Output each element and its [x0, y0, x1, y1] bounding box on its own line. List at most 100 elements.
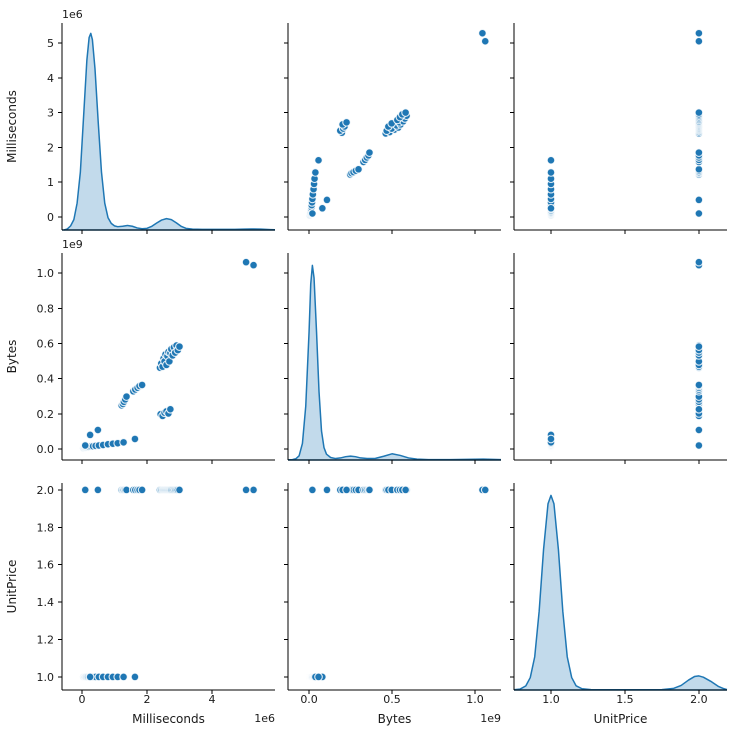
data-point — [119, 672, 128, 682]
data-point — [694, 404, 704, 414]
data-point — [137, 485, 147, 495]
scatter-panel-milliseconds-vs-bytes — [284, 23, 501, 234]
data-point — [694, 441, 704, 450]
y-tick-label: 1.6 — [37, 559, 55, 572]
x-offset-label: 1e9 — [480, 712, 501, 725]
data-point — [80, 441, 90, 450]
data-point — [694, 36, 704, 46]
data-point — [694, 342, 704, 351]
data-point — [546, 168, 556, 177]
kde-fill — [64, 33, 275, 230]
data-point — [166, 404, 175, 414]
data-point — [85, 672, 95, 682]
y-axis-label-milliseconds: Milliseconds — [5, 90, 19, 163]
y-offset-label: 1e6 — [62, 8, 83, 21]
x-axis-label-unitprice: UnitPrice — [594, 712, 648, 726]
data-point — [311, 168, 320, 177]
kde-panel-unitprice: 1.0 1.5 2.0 — [510, 483, 728, 706]
data-point — [694, 257, 704, 267]
data-point — [317, 203, 327, 213]
kde-curve — [513, 494, 728, 691]
x-tick-label: 1.5 — [616, 693, 634, 706]
x-axis-label-milliseconds: Milliseconds — [132, 712, 205, 726]
data-point — [694, 28, 704, 38]
kde-curve — [288, 264, 502, 461]
data-point — [122, 392, 131, 401]
x-tick-label: 1.0 — [466, 693, 484, 706]
data-point — [175, 342, 184, 351]
kde-panel-milliseconds: 0 1 2 3 4 5 — [47, 23, 276, 234]
x-offset-label: 1e6 — [254, 712, 275, 725]
data-point — [119, 437, 128, 447]
data-point — [80, 485, 90, 495]
x-tick-label: 0.0 — [300, 693, 318, 706]
y-tick-label: 1 — [47, 176, 54, 189]
x-tick-label: 2.0 — [690, 693, 708, 706]
data-point — [694, 108, 704, 117]
y-offset-label: 1e9 — [62, 238, 83, 251]
data-point — [365, 485, 374, 495]
y-axis-label-unitprice: UnitPrice — [5, 560, 19, 614]
data-point — [401, 485, 410, 495]
data-point — [694, 164, 704, 174]
y-tick-label: 0.2 — [37, 408, 55, 421]
data-point — [241, 485, 251, 495]
data-point — [401, 108, 410, 117]
data-point — [137, 380, 147, 390]
data-point — [354, 164, 363, 174]
data-point — [314, 155, 323, 165]
data-point — [480, 485, 490, 495]
y-tick-label: 1.8 — [37, 521, 55, 534]
y-tick-label: 1.2 — [37, 634, 55, 647]
data-point — [93, 485, 103, 495]
y-tick-label: 1.0 — [37, 267, 55, 280]
y-tick-label: 2.0 — [37, 484, 55, 497]
data-point — [342, 117, 351, 127]
x-tick-label: 4 — [208, 693, 215, 706]
data-point — [694, 195, 704, 205]
y-tick-label: 1.0 — [37, 671, 55, 684]
kde-fill — [288, 265, 501, 460]
x-axis-label-bytes: Bytes — [378, 712, 412, 726]
y-tick-label: 0.8 — [37, 302, 55, 315]
y-axis-label-bytes: Bytes — [5, 340, 19, 374]
y-tick-label: 2 — [47, 141, 54, 154]
data-point — [694, 148, 704, 157]
data-point — [694, 380, 704, 390]
data-point — [546, 203, 556, 213]
data-point — [694, 425, 704, 435]
data-point — [249, 260, 258, 270]
y-tick-label: 4 — [47, 72, 54, 85]
data-point — [694, 209, 704, 218]
data-point — [130, 434, 140, 444]
data-point — [342, 485, 351, 495]
data-point — [130, 672, 140, 682]
data-point — [546, 155, 556, 165]
scatter-panel-bytes-vs-unitprice — [510, 253, 727, 464]
data-point — [365, 148, 374, 157]
scatter-panel-unitprice-vs-bytes: 0.0 0.5 1.0 — [284, 483, 501, 706]
data-point — [241, 257, 251, 267]
data-point — [308, 209, 317, 218]
kde-panel-bytes — [284, 253, 502, 464]
data-point — [314, 672, 323, 682]
y-tick-label: 0 — [47, 211, 54, 224]
x-tick-label: 1.0 — [542, 693, 560, 706]
kde-fill — [514, 495, 727, 690]
y-tick-label: 5 — [47, 37, 54, 50]
y-tick-label: 0.6 — [37, 337, 55, 350]
data-point — [175, 485, 184, 495]
data-point — [480, 36, 490, 46]
data-point — [322, 485, 332, 495]
x-tick-label: 0.5 — [383, 693, 401, 706]
y-tick-label: 3 — [47, 107, 54, 120]
scatter-panel-bytes-vs-milliseconds: 0.0 0.2 0.4 0.6 0.8 1.0 — [37, 253, 275, 464]
x-tick-label: 2 — [143, 693, 150, 706]
y-tick-label: 1.4 — [37, 596, 55, 609]
data-point — [249, 485, 258, 495]
data-point — [308, 485, 317, 495]
scatter-panel-milliseconds-vs-unitprice — [510, 23, 727, 234]
x-tick-label: 0 — [78, 693, 85, 706]
